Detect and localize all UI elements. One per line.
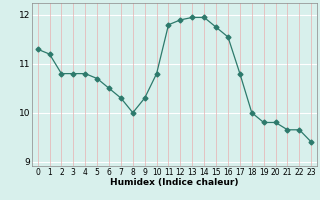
X-axis label: Humidex (Indice chaleur): Humidex (Indice chaleur)	[110, 178, 239, 187]
